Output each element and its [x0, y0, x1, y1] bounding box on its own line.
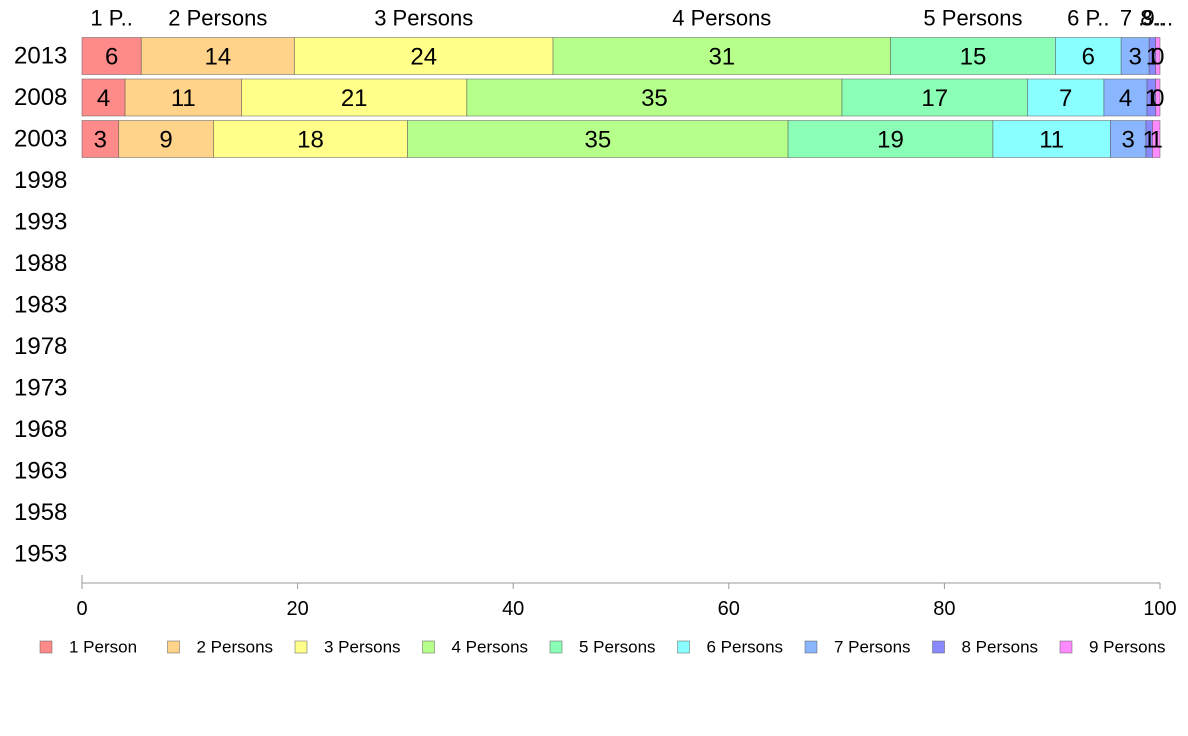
year-label-1958: 1958 — [14, 499, 67, 526]
bar-value-label-2003-4: 35 — [584, 127, 611, 154]
top-series-label-7: 7 .. — [1120, 6, 1151, 31]
year-label-1953: 1953 — [14, 541, 67, 568]
bar-value-label-2008-2: 11 — [171, 85, 196, 112]
bar-segment-2013-1 — [81, 37, 142, 75]
x-tick-label-80: 80 — [933, 598, 955, 620]
legend-swatch-5 — [549, 640, 563, 654]
bars: 6 14 24 31 15 6 3 104 11 21 35 17 7 4 103 9 18 35 19 11 3 11 — [81, 37, 1165, 158]
legend-swatch-6 — [677, 640, 690, 654]
bar-segment-2008-4 — [466, 78, 843, 117]
x-tick-label-0: 0 — [76, 598, 87, 620]
year-label-1978: 1978 — [14, 333, 67, 360]
year-label-1973: 1973 — [14, 375, 67, 402]
top-series-label-9: 9... — [1143, 6, 1174, 31]
bar-value-label-2003-3: 18 — [297, 127, 324, 154]
bar-value-label-2013-1: 6 — [105, 44, 118, 71]
bar-segment-2013-6 — [1055, 37, 1122, 75]
legend-swatch-7 — [804, 640, 818, 654]
bar-segment-2003-9 — [1152, 120, 1161, 158]
top-series-label-6: 6 P.. — [1067, 6, 1109, 31]
x-tick-label-100: 100 — [1143, 598, 1176, 620]
bar-segment-2013-4 — [552, 37, 891, 75]
top-series-label-4: 4 Persons — [672, 6, 771, 31]
year-label-2008: 2008 — [14, 84, 67, 111]
year-label-1968: 1968 — [14, 416, 67, 443]
bar-value-label-2003-9: 1 — [1150, 127, 1163, 154]
bar-value-label-2008-5: 17 — [921, 85, 948, 112]
legend-label-7: 7 Persons — [834, 638, 911, 657]
year-label-1993: 1993 — [14, 209, 67, 236]
bar-segment-2008-6 — [1027, 78, 1105, 117]
bar-value-label-2013-4: 31 — [708, 44, 735, 71]
top-series-label-3: 3 Persons — [374, 6, 473, 31]
bar-value-label-2008-8: 1 — [1145, 85, 1158, 112]
bar-value-label-2013-6: 6 — [1082, 44, 1095, 71]
legend-label-3: 3 Persons — [324, 638, 401, 657]
x-tick-label-60: 60 — [718, 598, 740, 620]
bar-value-label-2008-6: 7 — [1059, 85, 1072, 112]
top-series-label-8: 8.. — [1140, 6, 1164, 31]
legend-label-4: 4 Persons — [452, 638, 529, 657]
bar-segment-2008-2 — [124, 78, 242, 117]
bar-segment-2008-7 — [1103, 78, 1148, 117]
legend-label-1: 1 Person — [69, 638, 137, 657]
legend-swatch-9 — [1059, 640, 1073, 654]
bar-segment-2003-4 — [407, 120, 789, 158]
bar-segment-2003-3 — [213, 120, 408, 158]
x-axis: 0 20 40 60 80 100 — [76, 575, 1177, 620]
bar-segment-2008-5 — [841, 78, 1028, 117]
year-label-2003: 2003 — [14, 126, 67, 153]
top-series-label-5: 5 Persons — [923, 6, 1022, 31]
year-label-1983: 1983 — [14, 292, 67, 319]
legend-label-5: 5 Persons — [579, 638, 656, 657]
bar-value-label-2003-7: 3 — [1122, 127, 1135, 154]
bar-segment-2003-6 — [992, 120, 1111, 158]
legend-label-9: 9 Persons — [1089, 638, 1166, 657]
bar-segment-2008-3 — [241, 78, 468, 117]
year-label-1988: 1988 — [14, 250, 67, 277]
legend-swatch-4 — [422, 640, 435, 654]
year-label-2013: 2013 — [14, 43, 67, 70]
bar-value-label-2003-1: 3 — [94, 127, 107, 154]
x-tick-label-20: 20 — [286, 598, 308, 620]
year-label-1963: 1963 — [14, 458, 67, 485]
bar-segment-2013-5 — [890, 37, 1056, 75]
bar-segment-2003-2 — [118, 120, 214, 158]
bar-value-label-2008-9: 0 — [1151, 85, 1164, 112]
legend-swatch-2 — [167, 640, 180, 654]
year-label-1998: 1998 — [14, 167, 67, 194]
bar-value-label-2008-7: 4 — [1119, 85, 1132, 112]
x-tick-label-40: 40 — [502, 598, 524, 620]
bar-value-label-2003-6: 11 — [1039, 127, 1064, 154]
year-axis-labels: 2013 2008 2003 1998 1993 1988 1983 1978 1973 1968… — [14, 43, 67, 568]
bar-value-label-2013-3: 24 — [410, 44, 437, 71]
bar-value-label-2013-7: 3 — [1129, 44, 1142, 71]
bar-value-label-2008-4: 35 — [641, 85, 668, 112]
bar-segment-2003-1 — [81, 120, 120, 158]
bar-segment-2013-9 — [1155, 37, 1161, 75]
bar-value-label-2008-3: 21 — [341, 85, 368, 112]
bar-segment-2003-5 — [787, 120, 994, 158]
top-series-label-1: 1 P.. — [90, 6, 132, 31]
bar-value-label-2008-1: 4 — [97, 85, 110, 112]
bar-value-label-2013-2: 14 — [204, 44, 231, 71]
legend-swatch-8 — [932, 640, 945, 654]
bar-value-label-2013-5: 15 — [960, 44, 987, 71]
legend-swatch-3 — [294, 640, 308, 654]
bar-segment-2013-7 — [1120, 37, 1150, 75]
legend-label-6: 6 Persons — [707, 638, 784, 657]
top-series-label-2: 2 Persons — [168, 6, 267, 31]
legend-label-2: 2 Persons — [197, 638, 274, 657]
top-series-labels: 1 P.. 2 Persons 3 Persons 4 Persons 5 Person… — [90, 6, 1173, 31]
legend: 1 Person 2 Persons 3 Persons 4 Persons 5 Per… — [39, 638, 1166, 657]
bar-value-label-2003-2: 9 — [159, 127, 172, 154]
bar-value-label-2013-9: 0 — [1151, 44, 1164, 71]
bar-value-label-2003-5: 19 — [877, 127, 904, 154]
bar-segment-2008-9 — [1155, 78, 1161, 117]
legend-swatch-1 — [39, 640, 53, 654]
bar-segment-2003-7 — [1110, 120, 1147, 158]
legend-label-8: 8 Persons — [962, 638, 1039, 657]
